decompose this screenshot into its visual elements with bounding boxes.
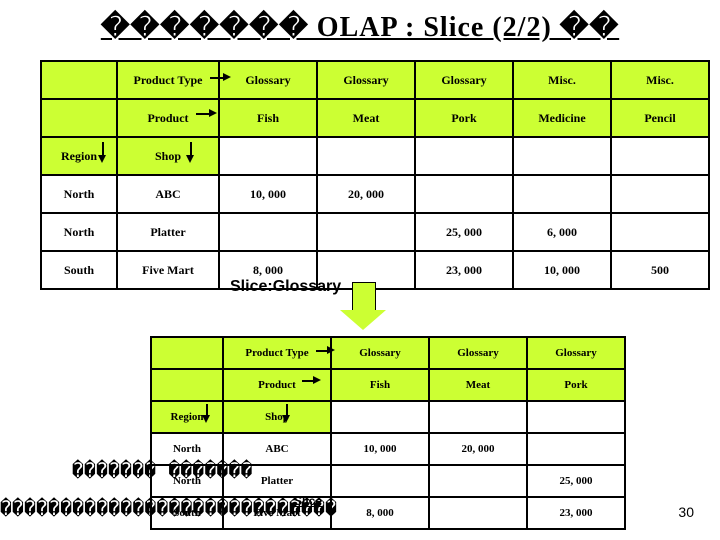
page-number: 30: [678, 504, 694, 520]
cell-r1-c3: Meat: [429, 369, 527, 401]
cell-r3-c1: ABC: [117, 175, 219, 213]
arrow-head: [327, 346, 335, 354]
cell-r5-c4: 23, 000: [527, 497, 625, 529]
cell-r0-c2: Glossary: [219, 61, 317, 99]
cell-r2-c5: [513, 137, 611, 175]
glyph-row-2: ����������������������������: [0, 498, 337, 518]
cell-r3-c0: North: [41, 175, 117, 213]
cell-r4-c1: Platter: [117, 213, 219, 251]
cell-r1-c3: Meat: [317, 99, 415, 137]
cell-r4-c3: [429, 465, 527, 497]
cell-r2-c2: [219, 137, 317, 175]
cell-r3-c3: 20, 000: [429, 433, 527, 465]
arrow-head: [282, 415, 290, 423]
cell-r0-c4: Glossary: [415, 61, 513, 99]
cell-r0-c3: Glossary: [429, 337, 527, 369]
cell-r2-c2: [331, 401, 429, 433]
cell-r2-c0: Region: [151, 401, 223, 433]
arrow: [196, 113, 210, 115]
cell-r2-c1: Shop: [117, 137, 219, 175]
arrow-head: [209, 109, 217, 117]
cell-r0-c6: Misc.: [611, 61, 709, 99]
cell-r4-c3: [317, 213, 415, 251]
cell-r3-c4: [527, 433, 625, 465]
cell-r0-c0: [41, 61, 117, 99]
glyph-row-1: ������� �������: [72, 460, 253, 480]
cell-r5-c4: 23, 000: [415, 251, 513, 289]
slice-label: Slice:Glossary: [230, 278, 341, 296]
cell-r4-c2: [219, 213, 317, 251]
cell-r3-c4: [415, 175, 513, 213]
cell-r2-c3: [429, 401, 527, 433]
cell-r3-c5: [513, 175, 611, 213]
page-title: ������� OLAP : Slice (2/2) ��: [0, 10, 720, 44]
cell-r5-c2: 8, 000: [331, 497, 429, 529]
cell-r1-c1: Product: [117, 99, 219, 137]
arrow-head: [223, 73, 231, 81]
cell-r3-c6: [611, 175, 709, 213]
cell-r3-c2: 10, 000: [331, 433, 429, 465]
cell-r1-c4: Pork: [415, 99, 513, 137]
cell-r0-c2: Glossary: [331, 337, 429, 369]
arrow-head: [186, 155, 194, 163]
cell-r5-c1: Five Mart: [117, 251, 219, 289]
slice-big-arrow: [340, 282, 386, 334]
cell-r1-c4: Pork: [527, 369, 625, 401]
cell-r2-c1: Shop: [223, 401, 331, 433]
arrow-head: [313, 376, 321, 384]
arrow-head: [98, 155, 106, 163]
cell-r3-c2: 10, 000: [219, 175, 317, 213]
arrow: [210, 77, 224, 79]
cell-r1-c0: [151, 369, 223, 401]
cell-r0-c1: Product Type: [117, 61, 219, 99]
cell-r4-c6: [611, 213, 709, 251]
cell-r5-c3: [429, 497, 527, 529]
cell-r4-c0: North: [41, 213, 117, 251]
cell-r4-c4: 25, 000: [527, 465, 625, 497]
cell-r0-c4: Glossary: [527, 337, 625, 369]
cell-r4-c2: [331, 465, 429, 497]
cell-r2-c3: [317, 137, 415, 175]
cell-r4-c4: 25, 000: [415, 213, 513, 251]
cell-r1-c2: Fish: [331, 369, 429, 401]
cell-r3-c3: 20, 000: [317, 175, 415, 213]
cell-r5-c6: 500: [611, 251, 709, 289]
cell-r2-c4: [527, 401, 625, 433]
cell-r0-c1: Product Type: [223, 337, 331, 369]
cell-r1-c6: Pencil: [611, 99, 709, 137]
cell-r1-c2: Fish: [219, 99, 317, 137]
cell-r0-c0: [151, 337, 223, 369]
arrow: [102, 142, 104, 156]
arrow-head: [202, 415, 210, 423]
cell-r1-c0: [41, 99, 117, 137]
olap-full-table: Product TypeGlossaryGlossaryGlossaryMisc…: [40, 60, 710, 290]
arrow: [190, 142, 192, 156]
cell-r1-c5: Medicine: [513, 99, 611, 137]
cell-r0-c5: Misc.: [513, 61, 611, 99]
cell-r5-c0: South: [41, 251, 117, 289]
cell-r4-c5: 6, 000: [513, 213, 611, 251]
cell-r0-c3: Glossary: [317, 61, 415, 99]
cell-r2-c4: [415, 137, 513, 175]
cell-r1-c1: Product: [223, 369, 331, 401]
cell-r2-c6: [611, 137, 709, 175]
cell-r5-c5: 10, 000: [513, 251, 611, 289]
